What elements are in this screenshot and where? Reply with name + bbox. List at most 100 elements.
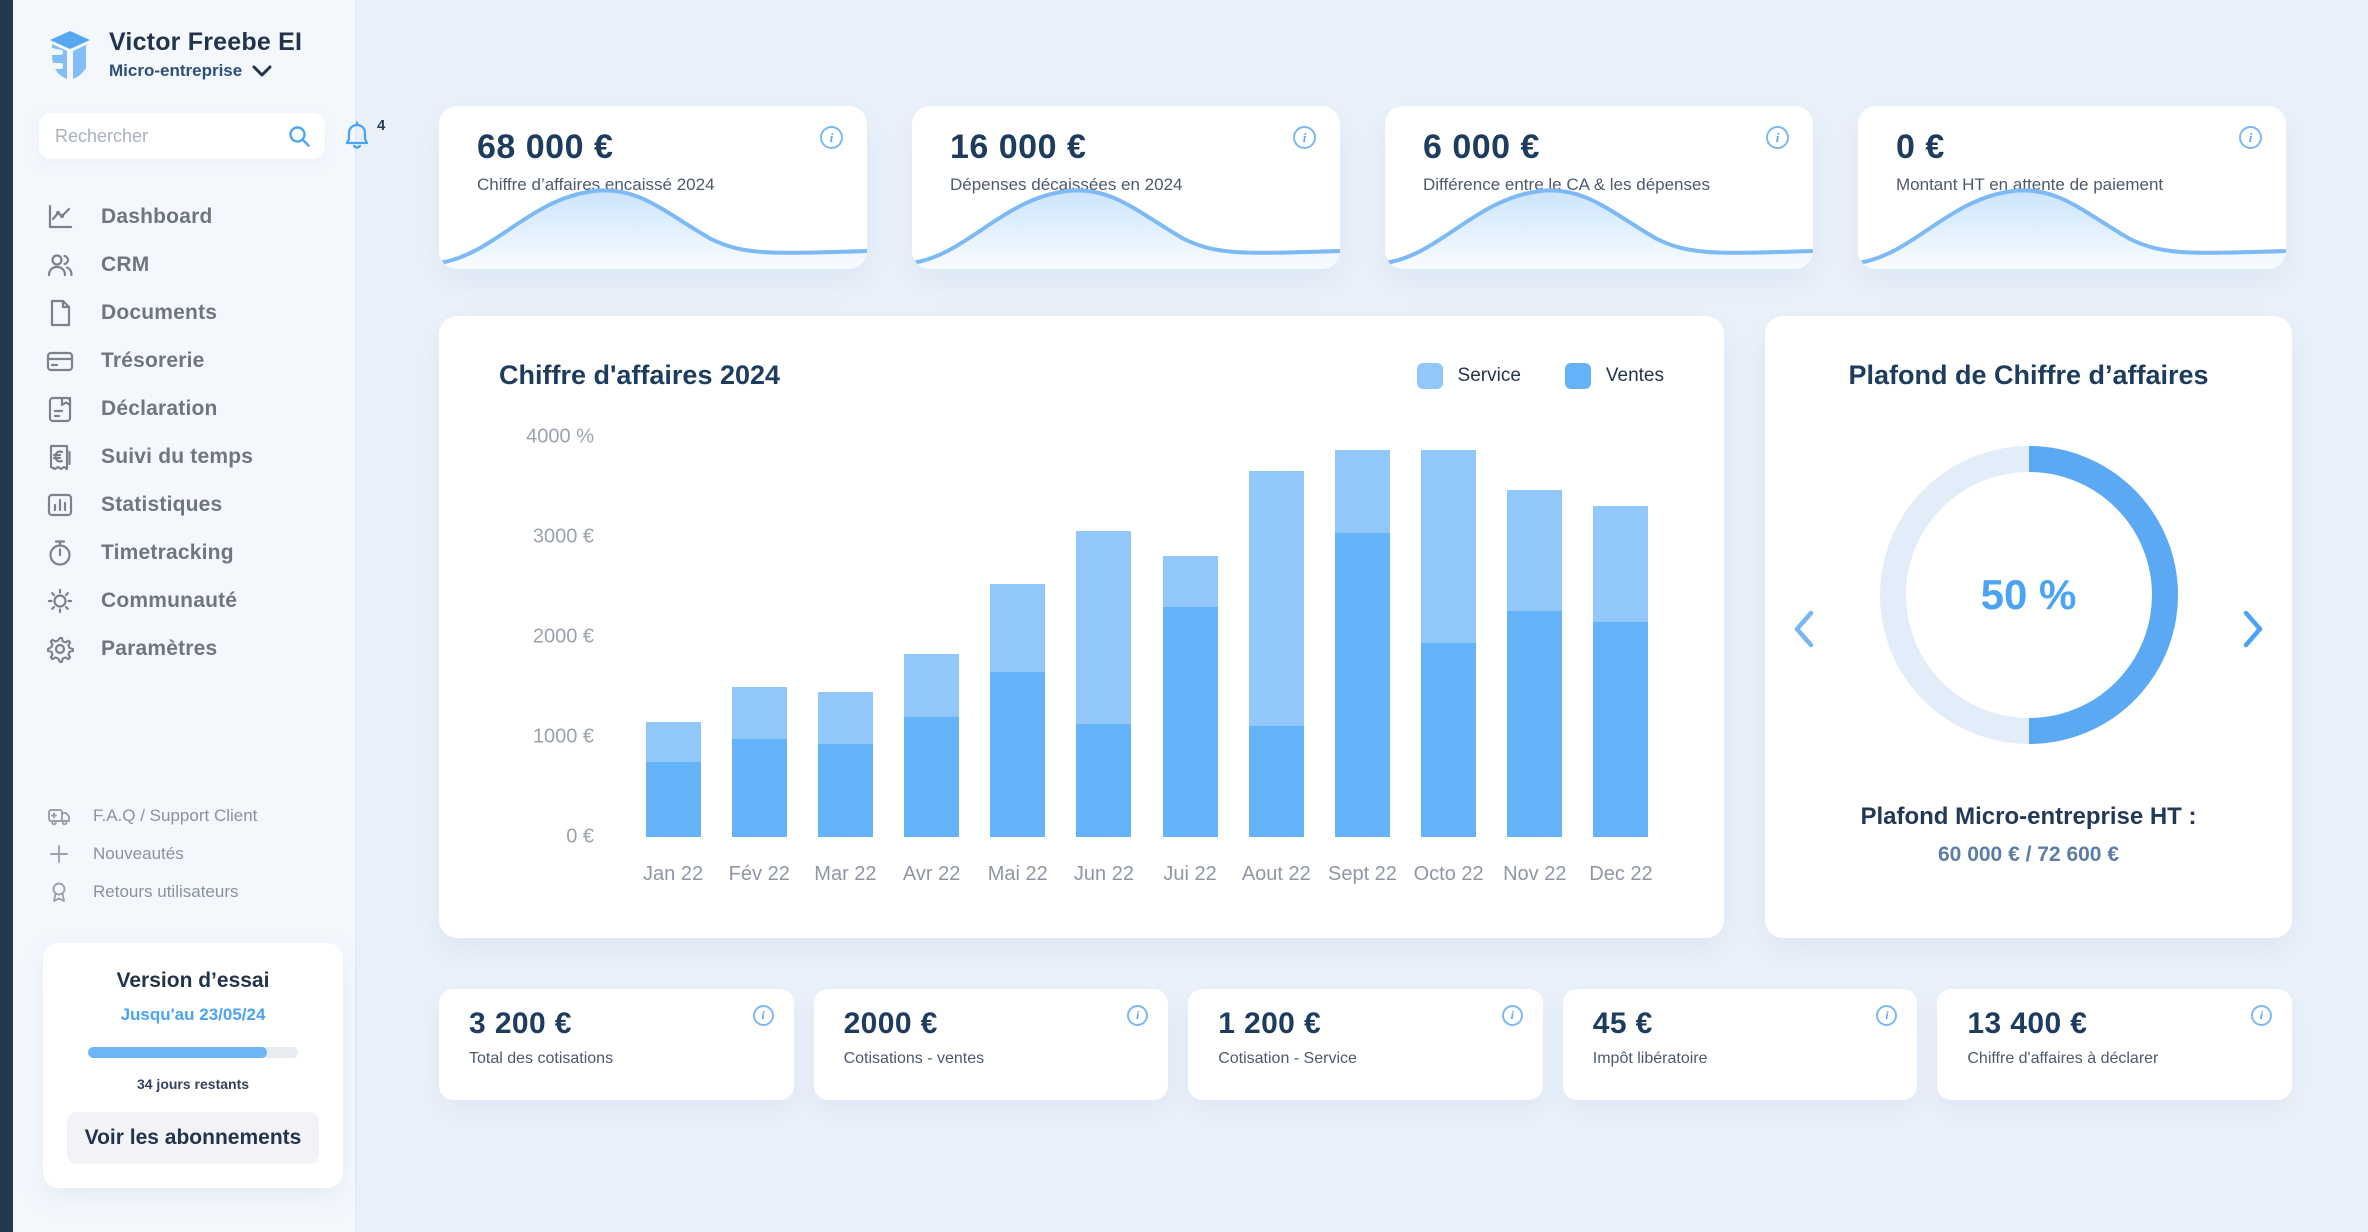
- main-content: 68 000 € Chiffre d’affaires encaissé 202…: [357, 0, 2368, 1232]
- brand-logo-icon: [50, 30, 90, 79]
- bar-segment-service: [990, 584, 1046, 672]
- stat-value: 16 000 €: [950, 128, 1087, 166]
- chart-bar: [1319, 450, 1405, 837]
- gear-icon: [46, 636, 74, 663]
- x-tick-label: Mai 22: [987, 863, 1048, 885]
- chart-bar: [1492, 490, 1578, 837]
- sidebar-footer-links: F.A.Q / Support Client Nouveautés Retour…: [39, 801, 341, 907]
- stat-value: 6 000 €: [1423, 128, 1540, 166]
- sun-icon: [47, 588, 73, 614]
- sidebar-link-label: Nouveautés: [93, 844, 184, 863]
- stat-label: Cotisation - Service: [1218, 1050, 1357, 1067]
- info-icon[interactable]: i: [1766, 126, 1789, 149]
- plafond-title: Plafond de Chiffre d’affaires: [1848, 360, 2209, 390]
- chart-bar: [1406, 450, 1492, 837]
- sidebar-link-label: Retours utilisateurs: [93, 882, 239, 901]
- bar-segment-ventes: [1507, 611, 1563, 837]
- bar-segment-service: [1162, 556, 1218, 607]
- plan-selector[interactable]: Micro-entreprise: [109, 61, 302, 81]
- y-tick-label: 2000 €: [532, 625, 594, 648]
- trial-until-date: Jusqu'au 23/05/24: [120, 1005, 266, 1024]
- stat-value: 68 000 €: [477, 128, 614, 166]
- sidebar-item-timetracking[interactable]: Timetracking: [39, 529, 341, 577]
- small-card-cotisation-service: 1 200 € Cotisation - Service i: [1188, 989, 1543, 1100]
- sidebar-link-faq-support[interactable]: F.A.Q / Support Client: [39, 801, 341, 831]
- bars-area: [630, 437, 1664, 837]
- x-tick-label: Jan 22: [643, 863, 704, 885]
- legend-label: Ventes: [1605, 364, 1664, 386]
- trial-card: Version d’essai Jusqu'au 23/05/24 34 jou…: [43, 943, 343, 1188]
- trial-progress-bar: [88, 1047, 298, 1058]
- sidebar-item-crm[interactable]: CRM: [39, 241, 341, 289]
- info-icon[interactable]: i: [2250, 1005, 2272, 1026]
- search-box[interactable]: [39, 113, 325, 159]
- bar-segment-ventes: [1334, 533, 1390, 837]
- line-chart-icon: [48, 204, 73, 229]
- sidebar-item-tresorerie[interactable]: Trésorerie: [39, 337, 341, 385]
- plus-icon: [50, 845, 68, 863]
- sidebar-item-statistiques[interactable]: Statistiques: [39, 481, 341, 529]
- trial-title: Version d’essai: [116, 969, 270, 992]
- stat-label: Montant HT en attente de paiement: [1896, 175, 2164, 194]
- stat-label: Dépenses décaissées en 2024: [950, 175, 1183, 194]
- notifications-button[interactable]: 4: [343, 117, 385, 151]
- info-icon[interactable]: i: [1293, 126, 1316, 149]
- bar-segment-service: [1593, 506, 1649, 622]
- sidebar-item-label: Déclaration: [101, 397, 218, 420]
- sidebar-link-label: F.A.Q / Support Client: [93, 806, 258, 825]
- search-icon[interactable]: [287, 124, 311, 148]
- months-row: Jan 22 Fév 22 Mar 22 Avr 22 Mai 22 Jun 22 Jui …: [630, 863, 1664, 886]
- see-subscriptions-button[interactable]: Voir les abonnements: [67, 1112, 319, 1164]
- middle-section: Chiffre d'affaires 2024 Service Ventes 4: [439, 316, 2292, 938]
- chart-bar: [1147, 556, 1233, 837]
- x-tick-label: Fév 22: [728, 863, 790, 885]
- bar-segment-ventes: [990, 672, 1046, 837]
- bar-segment-ventes: [1421, 643, 1477, 837]
- x-tick-label: Dec 22: [1589, 863, 1653, 885]
- plafond-caption: Plafond Micro-entreprise HT :: [1860, 803, 2197, 830]
- chevron-down-icon: [252, 65, 272, 77]
- users-icon: [47, 254, 73, 277]
- info-icon[interactable]: i: [752, 1005, 774, 1026]
- stat-card-ca-encaisse: 68 000 € Chiffre d’affaires encaissé 202…: [439, 106, 867, 269]
- mini-wave-chart: [439, 188, 867, 269]
- bar-segment-ventes: [645, 762, 701, 837]
- search-row: 4: [39, 113, 385, 159]
- sidebar-item-dashboard[interactable]: Dashboard: [39, 193, 341, 241]
- carousel-prev-button[interactable]: [1787, 604, 1821, 657]
- sidebar-item-label: Timetracking: [101, 541, 234, 564]
- stat-card-attente-paiement: 0 € Montant HT en attente de paiement i: [1858, 106, 2286, 269]
- info-icon[interactable]: i: [2239, 126, 2262, 149]
- info-icon[interactable]: i: [1501, 1005, 1523, 1026]
- legend-swatch-ventes: [1564, 362, 1591, 389]
- file-icon: [50, 299, 71, 327]
- brand-row: Victor Freebe EI Micro-entreprise: [45, 28, 341, 81]
- legend-label: Service: [1457, 364, 1521, 386]
- x-tick-label: Nov 22: [1503, 863, 1567, 885]
- sidebar-item-parametres[interactable]: Paramètres: [39, 625, 341, 673]
- chart-bar: [802, 692, 888, 837]
- search-input[interactable]: [55, 125, 287, 147]
- sidebar-link-retours-utilisateurs[interactable]: Retours utilisateurs: [39, 877, 341, 907]
- x-tick-label: Sept 22: [1327, 863, 1397, 885]
- support-van-icon: [48, 809, 70, 826]
- bar-segment-ventes: [1248, 726, 1304, 837]
- plafond-card: Plafond de Chiffre d’affaires 50 % Plafo…: [1765, 316, 2292, 938]
- info-icon[interactable]: i: [1876, 1005, 1898, 1026]
- chevron-left-icon: [1794, 610, 1814, 648]
- sidebar-item-declaration[interactable]: Déclaration: [39, 385, 341, 433]
- sidebar-item-communaute[interactable]: Communauté: [39, 577, 341, 625]
- chart-plot: Jan 22 Fév 22 Mar 22 Avr 22 Mai 22 Jun 22 Jui …: [630, 437, 1664, 886]
- sidebar-link-nouveautes[interactable]: Nouveautés: [39, 839, 341, 869]
- carousel-next-button[interactable]: [2236, 604, 2270, 657]
- info-icon[interactable]: i: [1127, 1005, 1149, 1026]
- legend-item-service: Service: [1416, 362, 1521, 389]
- sidebar-item-documents[interactable]: Documents: [39, 289, 341, 337]
- sidebar-item-suivi-du-temps[interactable]: Suivi du temps: [39, 433, 341, 481]
- stat-label: Total des cotisations: [469, 1050, 614, 1067]
- company-name: Victor Freebe EI: [109, 28, 303, 56]
- info-icon[interactable]: i: [820, 126, 843, 149]
- small-card-total-cotisations: 3 200 € Total des cotisations i: [439, 989, 794, 1100]
- chart-bar: [716, 687, 802, 837]
